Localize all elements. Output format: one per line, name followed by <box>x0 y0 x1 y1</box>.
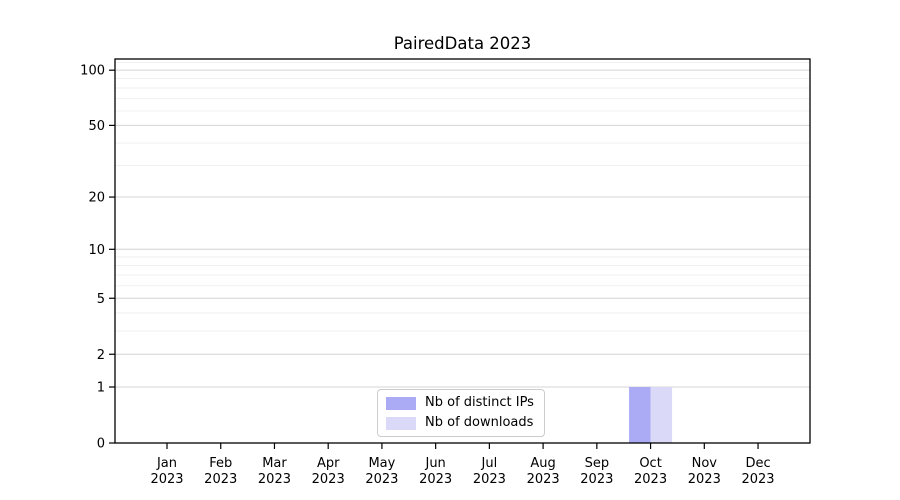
x-tick-label-year-oct: 2023 <box>634 472 667 487</box>
y-tick-label-5: 5 <box>97 292 105 307</box>
y-tick-label-2: 2 <box>97 348 105 363</box>
x-tick-label-year-jun: 2023 <box>419 472 452 487</box>
x-tick-label-month-apr: Apr <box>317 456 340 471</box>
x-tick-label-month-aug: Aug <box>530 456 555 471</box>
x-tick-label-month-may: May <box>368 456 395 471</box>
x-tick-label-month-jul: Jul <box>481 456 498 471</box>
legend-label-distinct-ips: Nb of distinct IPs <box>425 395 534 410</box>
y-tick-label-20: 20 <box>88 191 105 206</box>
bar-oct-downloads <box>650 387 673 443</box>
x-tick-label-month-feb: Feb <box>209 456 232 471</box>
legend-item-distinct-ips: Nb of distinct IPs <box>386 395 534 411</box>
x-tick-label-year-mar: 2023 <box>258 472 291 487</box>
x-tick-label-year-aug: 2023 <box>527 472 560 487</box>
y-tick-label-100: 100 <box>80 64 105 79</box>
legend-swatch-downloads <box>386 416 416 430</box>
x-tick-label-month-mar: Mar <box>262 456 287 471</box>
x-tick-label-month-dec: Dec <box>745 456 770 471</box>
legend-swatch-distinct-ips <box>386 396 416 410</box>
x-tick-label-month-oct: Oct <box>639 456 661 471</box>
x-tick-label-month-sep: Sep <box>585 456 610 471</box>
y-tick-label-10: 10 <box>88 243 105 258</box>
x-tick-label-year-jul: 2023 <box>473 472 506 487</box>
x-tick-label-year-apr: 2023 <box>312 472 345 487</box>
x-tick-label-year-nov: 2023 <box>688 472 721 487</box>
legend-label-downloads: Nb of downloads <box>425 415 534 430</box>
x-tick-label-month-jun: Jun <box>424 456 445 471</box>
y-tick-label-50: 50 <box>88 119 105 134</box>
x-tick-label-year-jan: 2023 <box>150 472 183 487</box>
x-tick-label-year-feb: 2023 <box>204 472 237 487</box>
x-tick-label-year-dec: 2023 <box>741 472 774 487</box>
y-tick-label-0: 0 <box>97 437 105 452</box>
legend-item-downloads: Nb of downloads <box>386 415 534 431</box>
chart-title: PairedData 2023 <box>393 34 532 53</box>
x-tick-label-month-nov: Nov <box>692 456 718 471</box>
y-tick-label-1: 1 <box>97 381 105 396</box>
plot-border <box>114 58 811 444</box>
legend: Nb of distinct IPs Nb of downloads <box>377 389 545 437</box>
x-tick-label-year-sep: 2023 <box>580 472 613 487</box>
bar-oct-distinct-ips <box>629 387 651 443</box>
x-tick-label-month-jan: Jan <box>156 456 177 471</box>
x-tick-label-year-may: 2023 <box>365 472 398 487</box>
